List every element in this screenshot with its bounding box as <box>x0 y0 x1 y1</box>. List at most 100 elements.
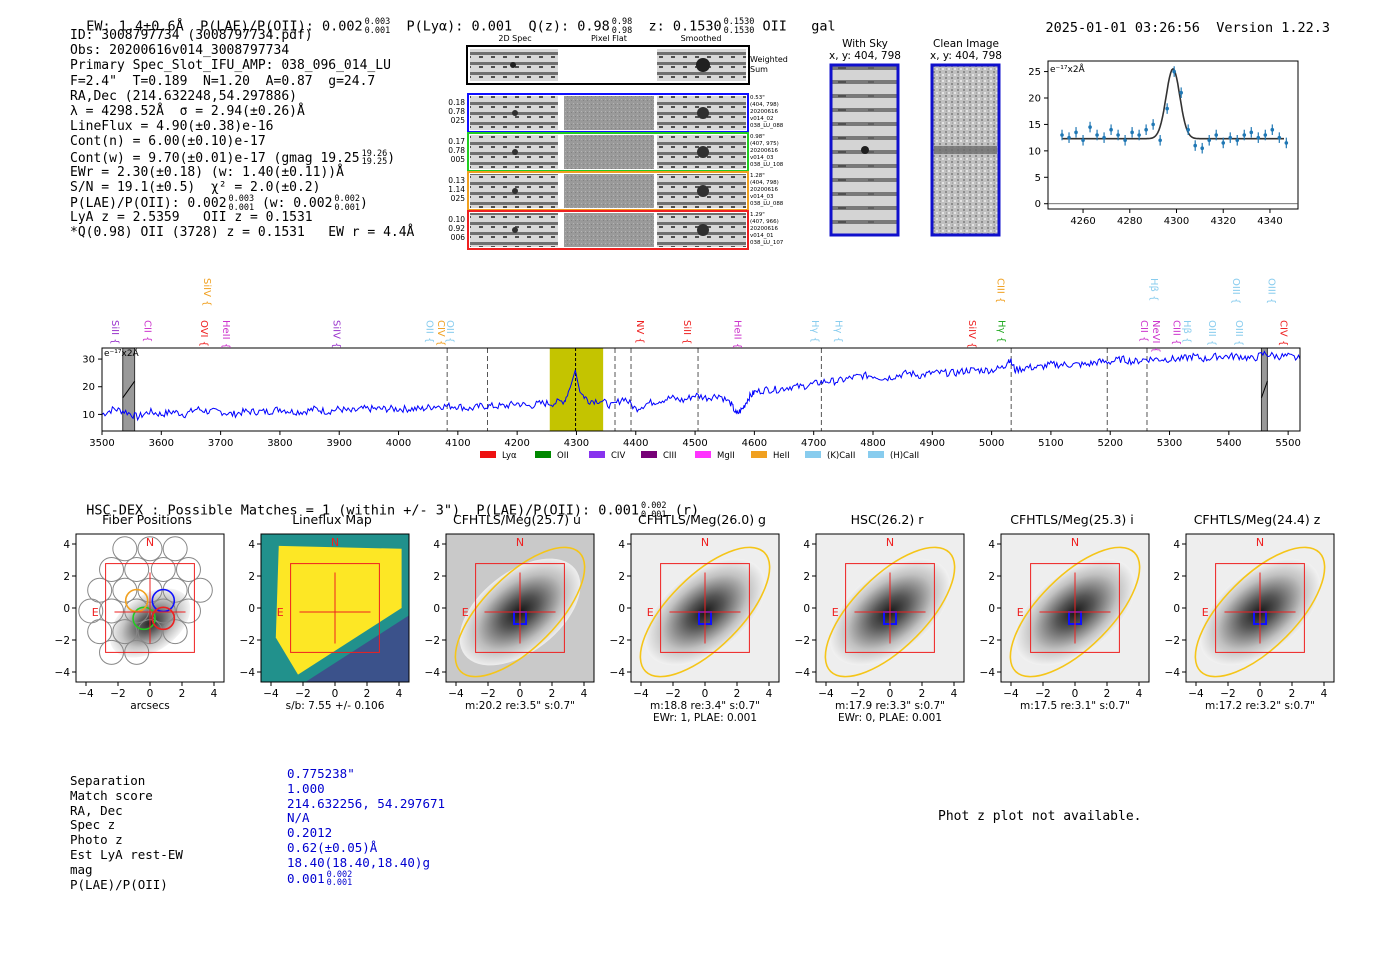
panel-aperture-4 <box>824 546 956 678</box>
fiber-3-left-1: 0.92 <box>448 224 465 233</box>
fit-point-10 <box>1130 130 1134 135</box>
panel-4-ytick-label-4: −4 <box>795 667 811 679</box>
spec-xtick-label-3: 3800 <box>267 438 292 449</box>
info-plae-b-hi: 0.002 <box>334 194 361 205</box>
info-q: *Q(0.98) OII (3728) z = 0.1531 EW r = 4.… <box>70 225 415 241</box>
table-label-photoz: Photo z <box>70 832 123 848</box>
header-plae-lo: 0.001 <box>364 25 391 36</box>
fiber-1-left-0: 0.17 <box>448 137 465 146</box>
table-label-specz: Spec z <box>70 817 116 833</box>
weighted-sum-source <box>696 58 710 72</box>
fiber-1-source <box>512 149 518 155</box>
panel-6-ytick-label-3: −2 <box>1165 635 1180 647</box>
spec-legend-label-4: MgII <box>717 451 735 461</box>
fit-point-9 <box>1123 138 1127 143</box>
spec-line-label-5: SiIV { <box>331 320 342 348</box>
fit-ytick-label-2: 10 <box>1028 146 1041 157</box>
fit-xtick-label-2: 4300 <box>1164 216 1189 227</box>
spec-line-label-12: Hγ { <box>809 320 820 343</box>
panel-caption-6: m:17.2 re:3.2" s:0.7" <box>1205 700 1315 712</box>
panel-6-ytick-label-0: 4 <box>1173 539 1180 551</box>
panel-3-ytick-label-4: −4 <box>610 667 626 679</box>
fiber-3-left-0: 0.10 <box>448 215 465 224</box>
panel-1-xtick-label-3: 2 <box>364 688 371 700</box>
table-value-separation: 0.775238" <box>287 766 355 781</box>
spec-line-label-23: OIII { <box>1230 278 1241 304</box>
info-contw: Cont(w) = 9.70(±0.01)e-17 (gmag 19.25 <box>70 150 360 166</box>
panel-1-xtick-label-0: −4 <box>263 688 279 700</box>
spec-line-label-18: Hβ { <box>1148 278 1159 301</box>
panel-caption2-4: EWr: 0, PLAE: 0.001 <box>838 712 942 724</box>
fiber-circle-18 <box>112 619 138 645</box>
fiber-0-right-4: 038_LU_088 <box>750 123 784 129</box>
info-radec: RA,Dec (214.632248,54.297886) <box>70 88 297 104</box>
info-lambda: λ = 4298.52Å σ = 2.94(±0.26)Å <box>70 103 305 119</box>
panel-5-ytick-label-2: 0 <box>988 603 995 615</box>
panel-aperture-3 <box>639 546 771 678</box>
fiber-highlight-3 <box>151 606 176 631</box>
panel-red-box-4 <box>845 563 935 653</box>
fiber-1-right-4: 038_LU_108 <box>750 162 784 168</box>
weighted-sum-label-1: Weighted <box>750 55 788 64</box>
panel-red-box-3 <box>660 563 750 653</box>
fit-point-28 <box>1256 135 1261 140</box>
panel-4-xtick-label-3: 2 <box>919 688 926 700</box>
panel-5-ytick-label-0: 4 <box>988 539 995 551</box>
spec-legend-label-2: CIV <box>611 451 625 461</box>
spec-xtick-label-12: 4700 <box>801 438 826 449</box>
panel-0-xtick-label-3: 2 <box>179 688 186 700</box>
panel-0-xtick-label-0: −4 <box>78 688 94 700</box>
panel-5-xtick-label-0: −4 <box>1003 688 1019 700</box>
cutout-images <box>829 63 1001 237</box>
spec-xtick-label-10: 4500 <box>682 438 707 449</box>
fit-point-6 <box>1102 135 1106 140</box>
fiber-3-left-2: 006 <box>451 233 466 242</box>
with-sky-cutout: With Sky x, y: 404, 798 <box>825 38 905 62</box>
fit-axes-frame <box>1047 60 1299 210</box>
panel-1-ytick-label-0: 4 <box>248 539 255 551</box>
spec-xtick-label-20: 5500 <box>1275 438 1300 449</box>
panel-north-2: N <box>516 536 524 549</box>
panel-east-2: E <box>462 606 469 619</box>
image-panel-5: CFHTLS/Meg(25.3) i <box>975 512 1155 527</box>
spec-line-label-2: SiIV { <box>201 278 212 306</box>
panel-6-ytick-label-4: −4 <box>1165 667 1181 679</box>
info-plae-b-lo: 0.001 <box>334 202 361 213</box>
fit-point-23 <box>1221 141 1226 145</box>
fit-ytick-label-5: 25 <box>1028 67 1041 78</box>
panel-plot-1: N E −4 −2 0 2 4 4 2 0 −2 −4 s/b: 7.55 +/- 0.106 <box>240 533 410 712</box>
spec2d-col-title-3: Smoothed <box>681 34 722 43</box>
line-fit-chart: 4260 4280 4300 4320 4340 0 5 10 15 20 25 e⁻¹⁷x2Å <box>1028 60 1299 227</box>
spec-line-label-9: NV { <box>634 320 645 344</box>
fit-xtick-label-0: 4260 <box>1070 216 1095 227</box>
fiber-circle-13 <box>99 598 125 624</box>
panel-0-xtick-label-4: 4 <box>211 688 218 700</box>
table-label-match-score: Match score <box>70 787 153 803</box>
panel-5-xtick-label-3: 2 <box>1104 688 1111 700</box>
fiber-2-right-3: v014_03 <box>750 194 774 200</box>
fiber-3-right-3: v014_01 <box>750 233 774 239</box>
spec-ytick-label-2: 30 <box>82 355 95 366</box>
panel-1-xtick-label-4: 4 <box>396 688 403 700</box>
fiber-circle-5 <box>150 557 176 583</box>
spec-legend-swatch-5 <box>751 451 767 458</box>
panel-0-xtick-label-1: −2 <box>110 688 125 700</box>
spec-line-label-6: OII { <box>423 320 434 343</box>
fit-point-0 <box>1060 133 1064 137</box>
spec-legend-label-0: Lyα <box>502 451 517 461</box>
image-panel-1: Lineflux Map <box>235 512 415 527</box>
fit-point-11 <box>1137 133 1141 137</box>
panel-east-1: E <box>277 606 284 619</box>
fiber-2-source-smoothed <box>697 185 709 197</box>
spec-xtick-label-1: 3600 <box>149 438 174 449</box>
fit-unit-label: e⁻¹⁷x2Å <box>1050 63 1086 75</box>
spec2d-col-title-1: 2D Spec <box>498 34 531 43</box>
fiber-0-left-2: 025 <box>451 116 466 125</box>
spec-xtick-label-15: 5000 <box>979 438 1004 449</box>
header-plya: P(Lyα): 0.001 <box>406 18 513 35</box>
fit-point-8 <box>1116 133 1120 137</box>
table-label-lya-ew: Est LyA rest-EW <box>70 846 183 862</box>
panel-1-ytick-label-3: −2 <box>240 635 255 647</box>
fiber-2-right-4: 038_LU_088 <box>750 201 784 207</box>
header-plae-hi: 0.003 <box>364 17 391 27</box>
